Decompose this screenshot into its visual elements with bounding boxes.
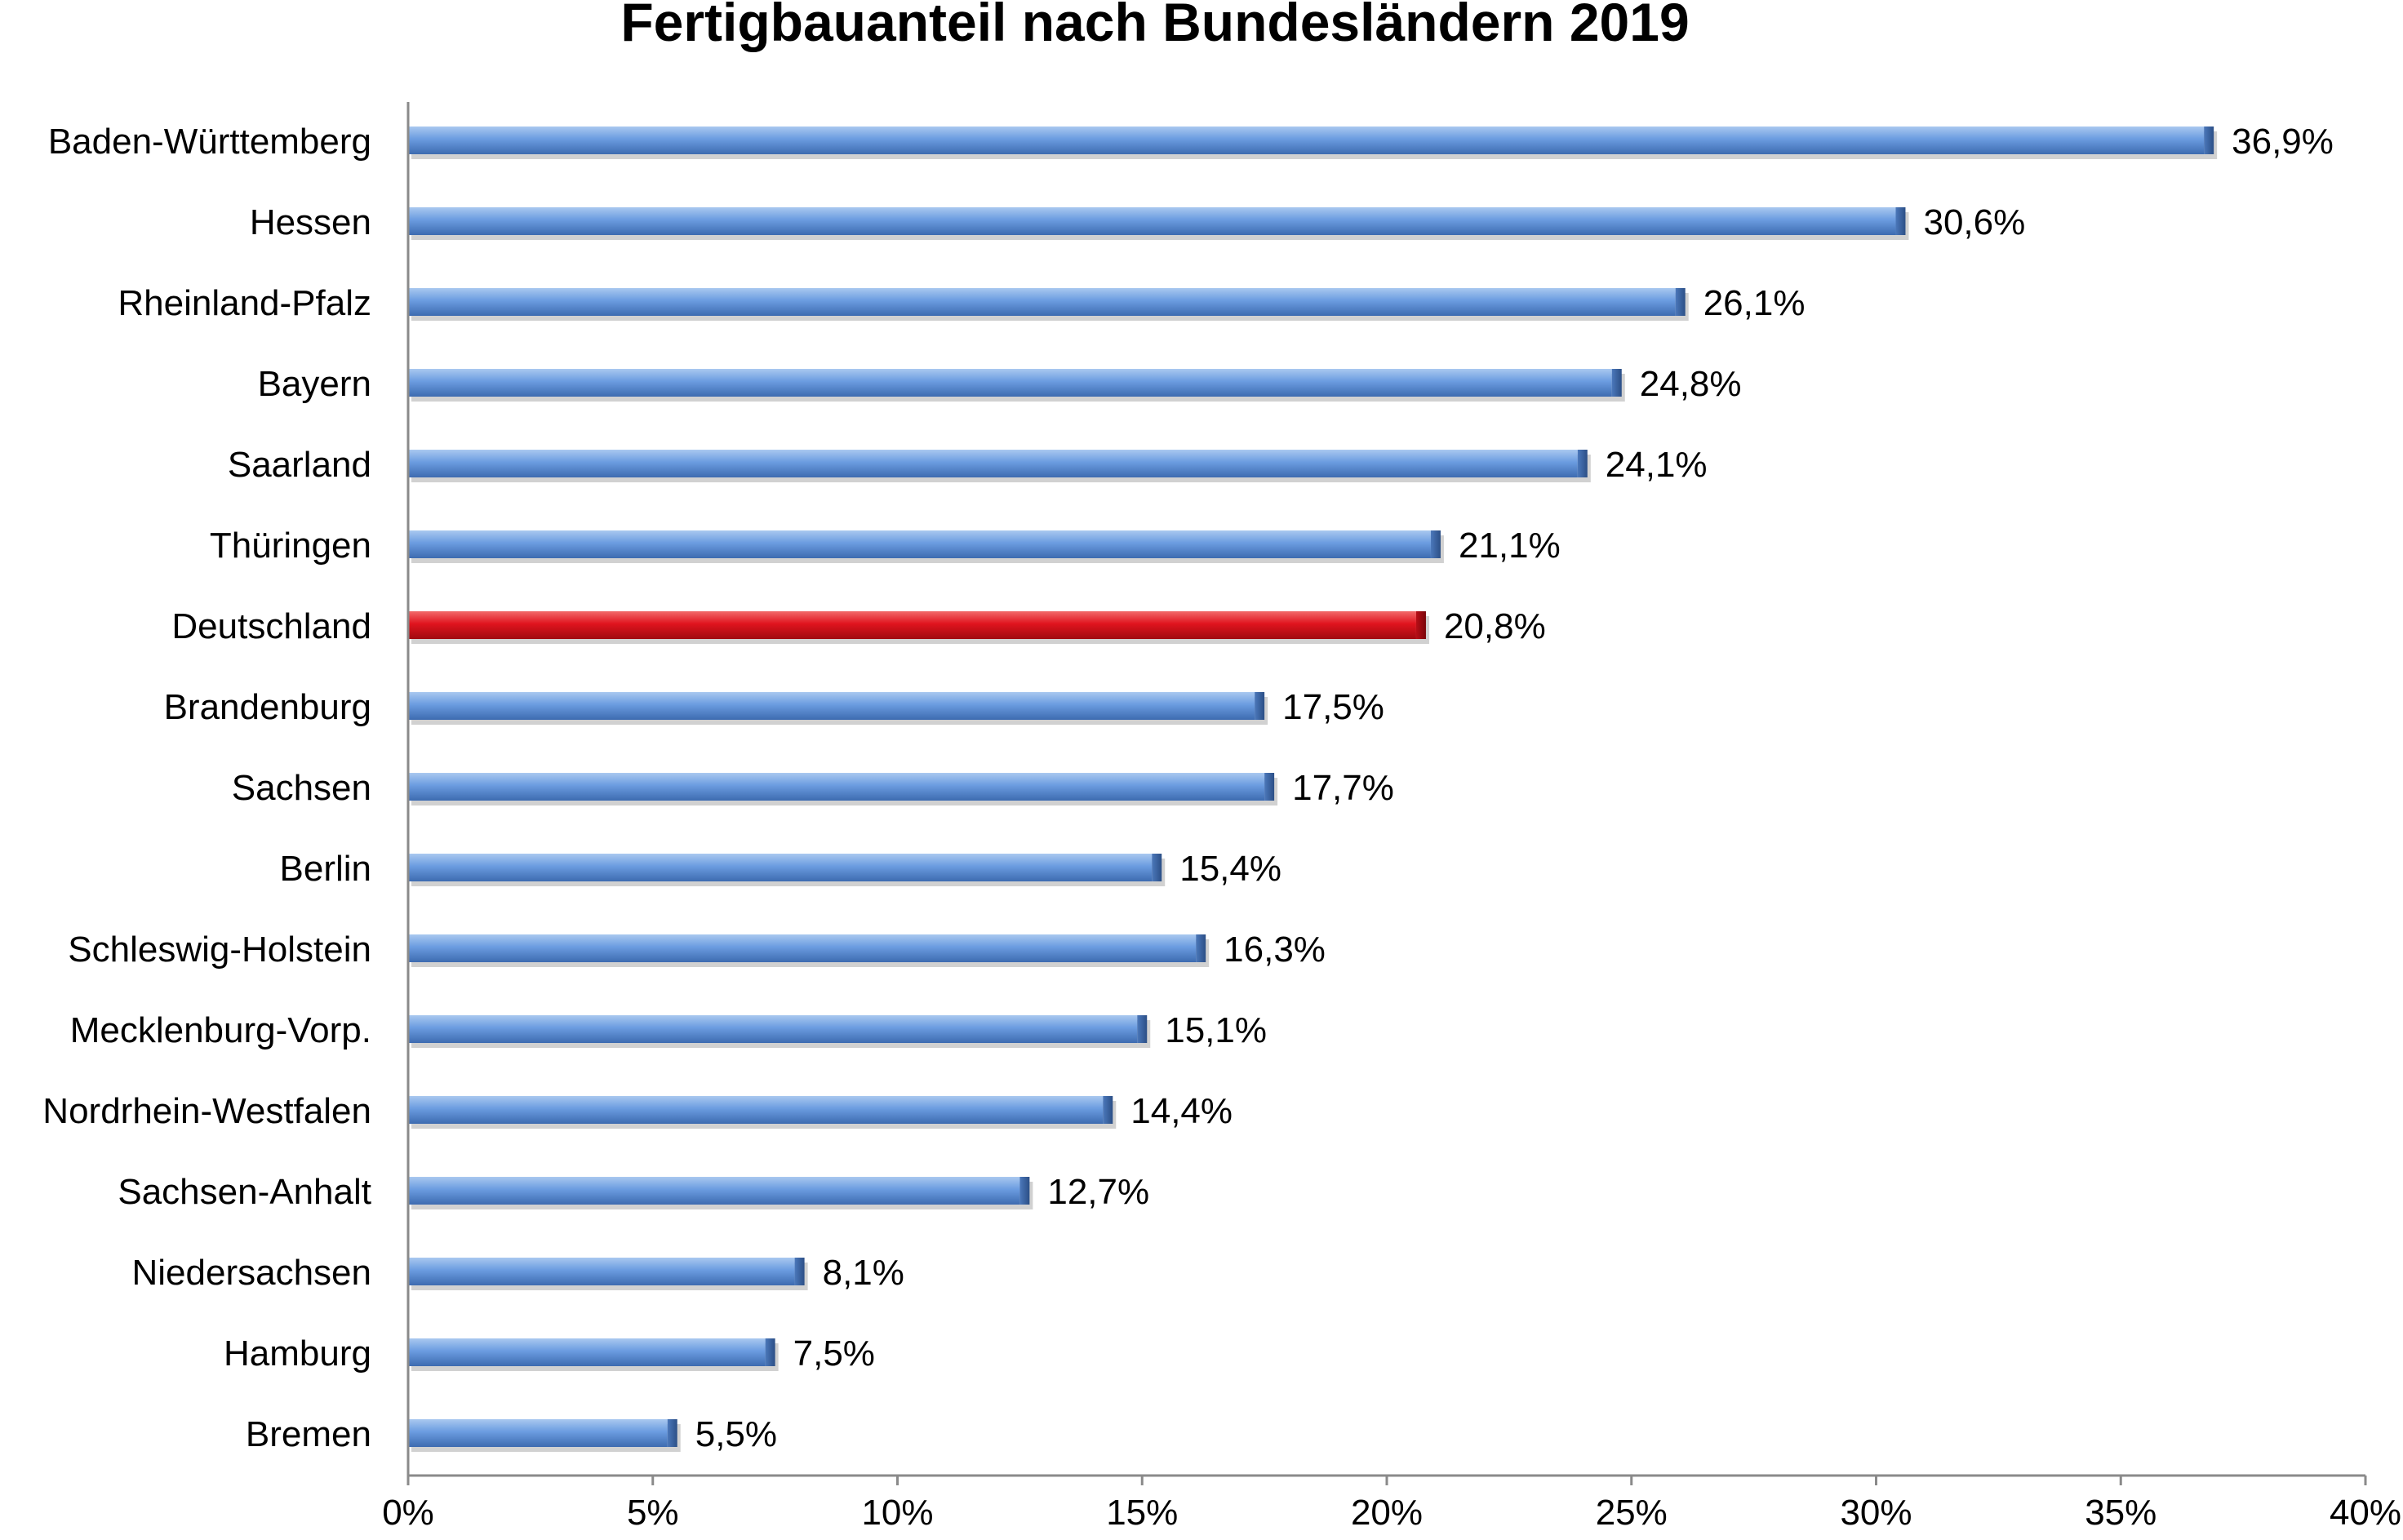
value-labels: 36,9% 30,6% 26,1% 24,8% 24,1% 21,1% 20,8% 17,5%…: [695, 122, 2334, 1454]
value-label-hamburg: 7,5%: [793, 1334, 875, 1374]
category-label-deutschland: Deutschland: [171, 606, 371, 646]
value-label-rheinland-pfalz: 26,1%: [1703, 283, 1806, 323]
x-tick-label: 5%: [627, 1493, 679, 1533]
x-tick-label: 35%: [2085, 1493, 2156, 1533]
bar-deutschland-end: [1415, 611, 1426, 639]
bar-bremen: [408, 1419, 668, 1447]
bar-nordrhein-westfalen: [408, 1096, 1104, 1124]
bar-schleswig-holstein: [408, 934, 1197, 962]
x-tick-label: 20%: [1351, 1493, 1423, 1533]
category-label-nordrhein-westfalen: Nordrhein-Westfalen: [42, 1091, 371, 1131]
x-tick-label: 15%: [1106, 1493, 1178, 1533]
x-tick-label: 25%: [1596, 1493, 1668, 1533]
category-label-sachsen: Sachsen: [232, 768, 371, 808]
bar-berlin-end: [1152, 854, 1162, 881]
bar-nordrhein-westfalen-end: [1103, 1096, 1113, 1124]
value-label-niedersachsen: 8,1%: [823, 1253, 904, 1293]
bar-mecklenburg-vorp: [408, 1015, 1138, 1043]
x-tick-label: 0%: [382, 1493, 434, 1533]
category-label-sachsen-anhalt: Sachsen-Anhalt: [118, 1172, 371, 1212]
bar-hamburg-end: [765, 1338, 775, 1366]
category-label-schleswig-holstein: Schleswig-Holstein: [68, 930, 371, 970]
bar-brandenburg: [408, 692, 1255, 720]
bars-layer: [408, 126, 2218, 1452]
category-label-saarland: Saarland: [228, 445, 371, 485]
bar-bayern-end: [1611, 369, 1622, 397]
bar-niedersachsen: [408, 1258, 795, 1285]
bar-schleswig-holstein-end: [1196, 934, 1206, 962]
bar-sachsen-anhalt-end: [1019, 1177, 1030, 1205]
category-label-bremen: Bremen: [246, 1414, 371, 1454]
axes: 0% 5% 10% 15% 20% 25% 30% 35% 40%: [382, 102, 2401, 1533]
value-label-hessen: 30,6%: [1923, 202, 2025, 242]
category-label-baden-wuerttemberg: Baden-Württemberg: [48, 122, 371, 162]
value-label-bremen: 5,5%: [695, 1414, 777, 1454]
value-label-berlin: 15,4%: [1179, 849, 1281, 889]
bar-saarland: [408, 450, 1578, 477]
value-label-sachsen: 17,7%: [1292, 768, 1394, 808]
category-label-rheinland-pfalz: Rheinland-Pfalz: [118, 283, 371, 323]
chart-title: Fertigbauanteil nach Bundesländern 2019: [620, 0, 1689, 52]
category-label-brandenburg: Brandenburg: [164, 687, 371, 727]
category-label-mecklenburg-vorp: Mecklenburg-Vorp.: [70, 1010, 371, 1050]
category-label-berlin: Berlin: [280, 849, 372, 889]
bar-thueringen: [408, 530, 1431, 558]
bar-sachsen: [408, 773, 1265, 801]
bar-thueringen-end: [1430, 530, 1441, 558]
bar-hessen: [408, 207, 1896, 235]
value-label-deutschland: 20,8%: [1444, 606, 1546, 646]
bar-saarland-end: [1577, 450, 1588, 477]
x-tick-label: 40%: [2330, 1493, 2401, 1533]
category-label-niedersachsen: Niedersachsen: [132, 1253, 372, 1293]
category-labels: Baden-Württemberg Hessen Rheinland-Pfalz Ba…: [42, 122, 371, 1454]
category-label-hessen: Hessen: [250, 202, 371, 242]
bar-hessen-end: [1895, 207, 1906, 235]
bar-niedersachsen-end: [794, 1258, 805, 1285]
bar-bayern: [408, 369, 1612, 397]
bar-baden-wuerttemberg-end: [2204, 126, 2214, 154]
bar-hamburg: [408, 1338, 766, 1366]
value-label-bayern: 24,8%: [1640, 364, 1742, 404]
x-tick-label: 30%: [1840, 1493, 1912, 1533]
bar-bremen-end: [667, 1419, 677, 1447]
value-label-nordrhein-westfalen: 14,4%: [1130, 1091, 1233, 1131]
bar-rheinland-pfalz: [408, 288, 1676, 316]
bar-baden-wuerttemberg: [408, 126, 2205, 154]
value-label-sachsen-anhalt: 12,7%: [1047, 1172, 1149, 1212]
category-label-bayern: Bayern: [258, 364, 371, 404]
bar-berlin: [408, 854, 1153, 881]
value-label-saarland: 24,1%: [1606, 445, 1708, 485]
value-label-mecklenburg-vorp: 15,1%: [1165, 1010, 1267, 1050]
value-label-brandenburg: 17,5%: [1282, 687, 1384, 727]
value-label-thueringen: 21,1%: [1459, 526, 1561, 566]
value-label-schleswig-holstein: 16,3%: [1224, 930, 1326, 970]
bar-deutschland: [408, 611, 1416, 639]
bar-brandenburg-end: [1255, 692, 1265, 720]
bar-sachsen-end: [1264, 773, 1275, 801]
x-tick-label: 10%: [861, 1493, 933, 1533]
value-label-baden-wuerttemberg: 36,9%: [2232, 122, 2334, 162]
category-label-hamburg: Hamburg: [224, 1334, 371, 1374]
bar-rheinland-pfalz-end: [1675, 288, 1686, 316]
bar-mecklenburg-vorp-end: [1137, 1015, 1148, 1043]
category-label-thueringen: Thüringen: [210, 526, 371, 566]
bar-sachsen-anhalt: [408, 1177, 1020, 1205]
